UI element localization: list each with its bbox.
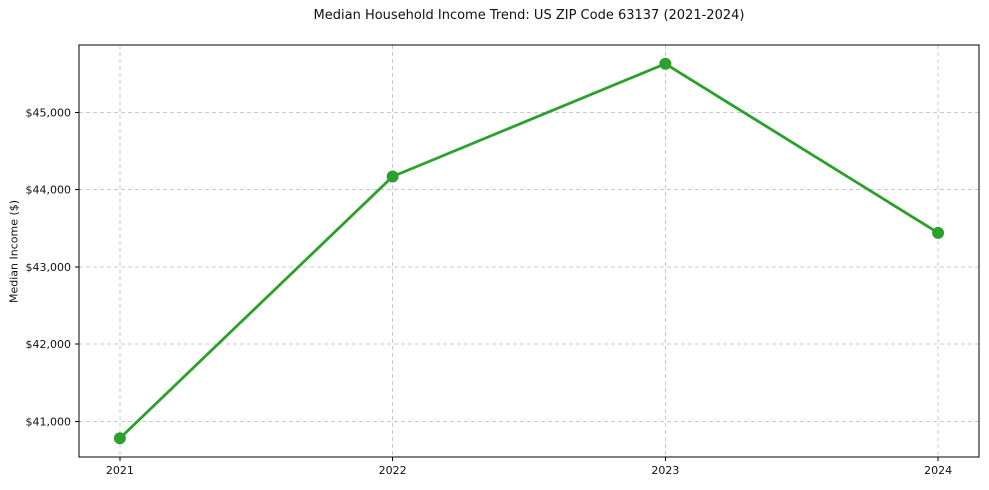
y-tick-label: $42,000 [26, 338, 72, 351]
plot-border [78, 44, 980, 458]
data-point-marker [932, 226, 945, 239]
x-tick-label: 2024 [924, 464, 952, 477]
x-tick-label: 2021 [106, 464, 134, 477]
trend-line [118, 62, 940, 440]
data-point-marker [659, 57, 672, 70]
data-point-marker [113, 432, 126, 445]
x-tick-label: 2023 [651, 464, 679, 477]
y-tick-label: $43,000 [26, 261, 72, 274]
y-tick-label: $45,000 [26, 106, 72, 119]
y-tick-label: $41,000 [26, 415, 72, 428]
chart-title: Median Household Income Trend: US ZIP Co… [313, 8, 745, 23]
data-point-marker [386, 170, 399, 183]
x-tick-label: 2022 [379, 464, 407, 477]
y-tick-label: $44,000 [26, 184, 72, 197]
